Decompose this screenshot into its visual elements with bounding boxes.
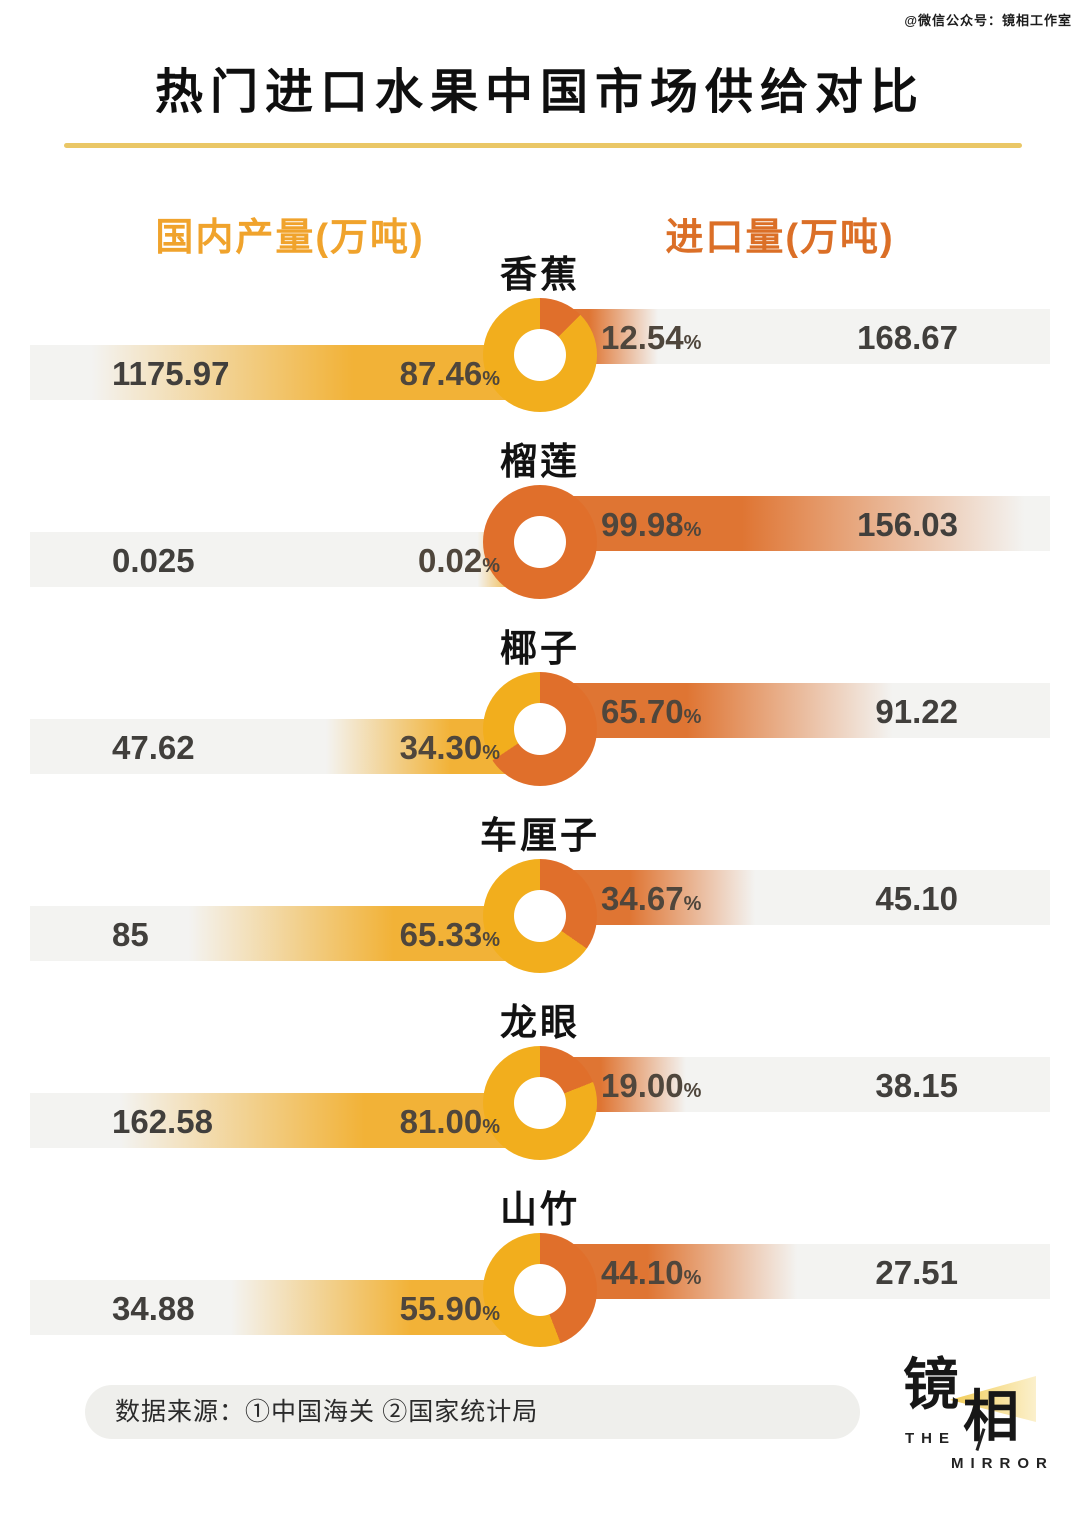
- title-underline: [64, 143, 1022, 148]
- data-source-text: 数据来源：①中国海关 ②国家统计局: [115, 1399, 539, 1426]
- domestic-value: 162.58: [112, 1103, 213, 1140]
- donut-hole: [514, 1077, 566, 1129]
- fruit-name: 香蕉: [500, 254, 580, 295]
- import-percent: 19.00%: [601, 1067, 702, 1104]
- domestic-bar-fill: [102, 1093, 540, 1148]
- donut-hole: [514, 1264, 566, 1316]
- logo-text-mirror: MIRROR: [951, 1455, 1054, 1472]
- import-percent: 65.70%: [601, 693, 702, 730]
- donut-chart: [483, 672, 597, 786]
- import-value: 168.67: [857, 319, 958, 356]
- domestic-percent: 65.33%: [399, 916, 500, 953]
- page-title: 热门进口水果中国市场供给对比: [154, 66, 925, 119]
- donut-hole: [514, 516, 566, 568]
- watermark-text: @微信公众号：镜相工作室: [904, 13, 1072, 28]
- fruit-name: 龙眼: [500, 1002, 580, 1043]
- logo-char-xiang: 相: [963, 1385, 1019, 1448]
- fruit-row: 香蕉 1175.97 87.46% 12.54% 168.67: [0, 242, 1080, 429]
- import-percent: 44.10%: [601, 1254, 702, 1291]
- domestic-value: 1175.97: [112, 355, 230, 392]
- domestic-bar: [30, 1093, 555, 1148]
- fruit-row: 车厘子 85 65.33% 34.67% 45.10: [0, 803, 1080, 990]
- donut-hole: [514, 703, 566, 755]
- domestic-value: 34.88: [112, 1290, 195, 1327]
- domestic-value: 47.62: [112, 729, 195, 766]
- legend-domestic-label: 国内产量(万吨): [155, 217, 425, 259]
- domestic-bar-fill: [72, 345, 540, 400]
- import-bar-fill: [540, 683, 908, 738]
- import-percent: 99.98%: [601, 506, 702, 543]
- fruit-name: 车厘子: [480, 815, 600, 856]
- donut-chart: [483, 1233, 597, 1347]
- fruit-row: 榴莲 0.025 0.02% 99.98% 156.03: [0, 429, 1080, 616]
- import-percent: 12.54%: [601, 319, 702, 356]
- donut-chart: [483, 485, 597, 599]
- donut-chart: [483, 1046, 597, 1160]
- donut-chart: [483, 298, 597, 412]
- domestic-percent: 34.30%: [399, 729, 500, 766]
- domestic-bar-fill: [174, 906, 540, 961]
- import-value: 27.51: [875, 1254, 958, 1291]
- import-value: 45.10: [875, 880, 958, 917]
- mirror-logo: 镜 相 THE MIRROR: [895, 1353, 1047, 1476]
- fruit-name: 山竹: [500, 1189, 580, 1230]
- import-value: 91.22: [875, 693, 958, 730]
- logo-char-jing: 镜: [903, 1353, 959, 1416]
- donut-chart: [483, 859, 597, 973]
- import-bar: [525, 496, 1050, 551]
- fruit-name: 椰子: [500, 628, 580, 669]
- domestic-bar: [30, 906, 555, 961]
- import-value: 156.03: [857, 506, 958, 543]
- domestic-percent: 81.00%: [399, 1103, 500, 1140]
- import-bar-fill: [540, 496, 1045, 551]
- import-bar: [525, 870, 1050, 925]
- fruit-row: 椰子 47.62 34.30% 65.70% 91.22: [0, 616, 1080, 803]
- data-source-pill: 数据来源：①中国海关 ②国家统计局: [85, 1385, 860, 1439]
- legend-import-label: 进口量(万吨): [665, 217, 895, 259]
- domestic-bar: [30, 345, 555, 400]
- donut-hole: [514, 890, 566, 942]
- domestic-percent: 55.90%: [399, 1290, 500, 1327]
- fruit-name: 榴莲: [500, 441, 580, 482]
- fruit-row: 龙眼 162.58 81.00% 19.00% 38.15: [0, 990, 1080, 1177]
- domestic-value: 85: [112, 916, 149, 953]
- domestic-percent: 87.46%: [399, 355, 500, 392]
- import-bar: [525, 683, 1050, 738]
- import-percent: 34.67%: [601, 880, 702, 917]
- domestic-percent: 0.02%: [417, 542, 500, 579]
- fruit-row: 山竹 34.88 55.90% 44.10% 27.51: [0, 1177, 1080, 1364]
- domestic-value: 0.025: [112, 542, 195, 579]
- import-bar: [525, 1244, 1050, 1299]
- logo-text-the: THE: [905, 1430, 956, 1447]
- import-value: 38.15: [875, 1067, 958, 1104]
- donut-hole: [514, 329, 566, 381]
